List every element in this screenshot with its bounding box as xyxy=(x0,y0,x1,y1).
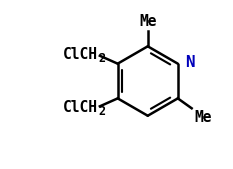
Text: N: N xyxy=(185,55,194,70)
Text: 2: 2 xyxy=(99,52,106,65)
Text: Me: Me xyxy=(195,110,212,125)
Text: ClCH: ClCH xyxy=(63,100,98,115)
Text: ClCH: ClCH xyxy=(63,47,98,62)
Text: 2: 2 xyxy=(99,105,106,118)
Text: Me: Me xyxy=(139,15,157,29)
